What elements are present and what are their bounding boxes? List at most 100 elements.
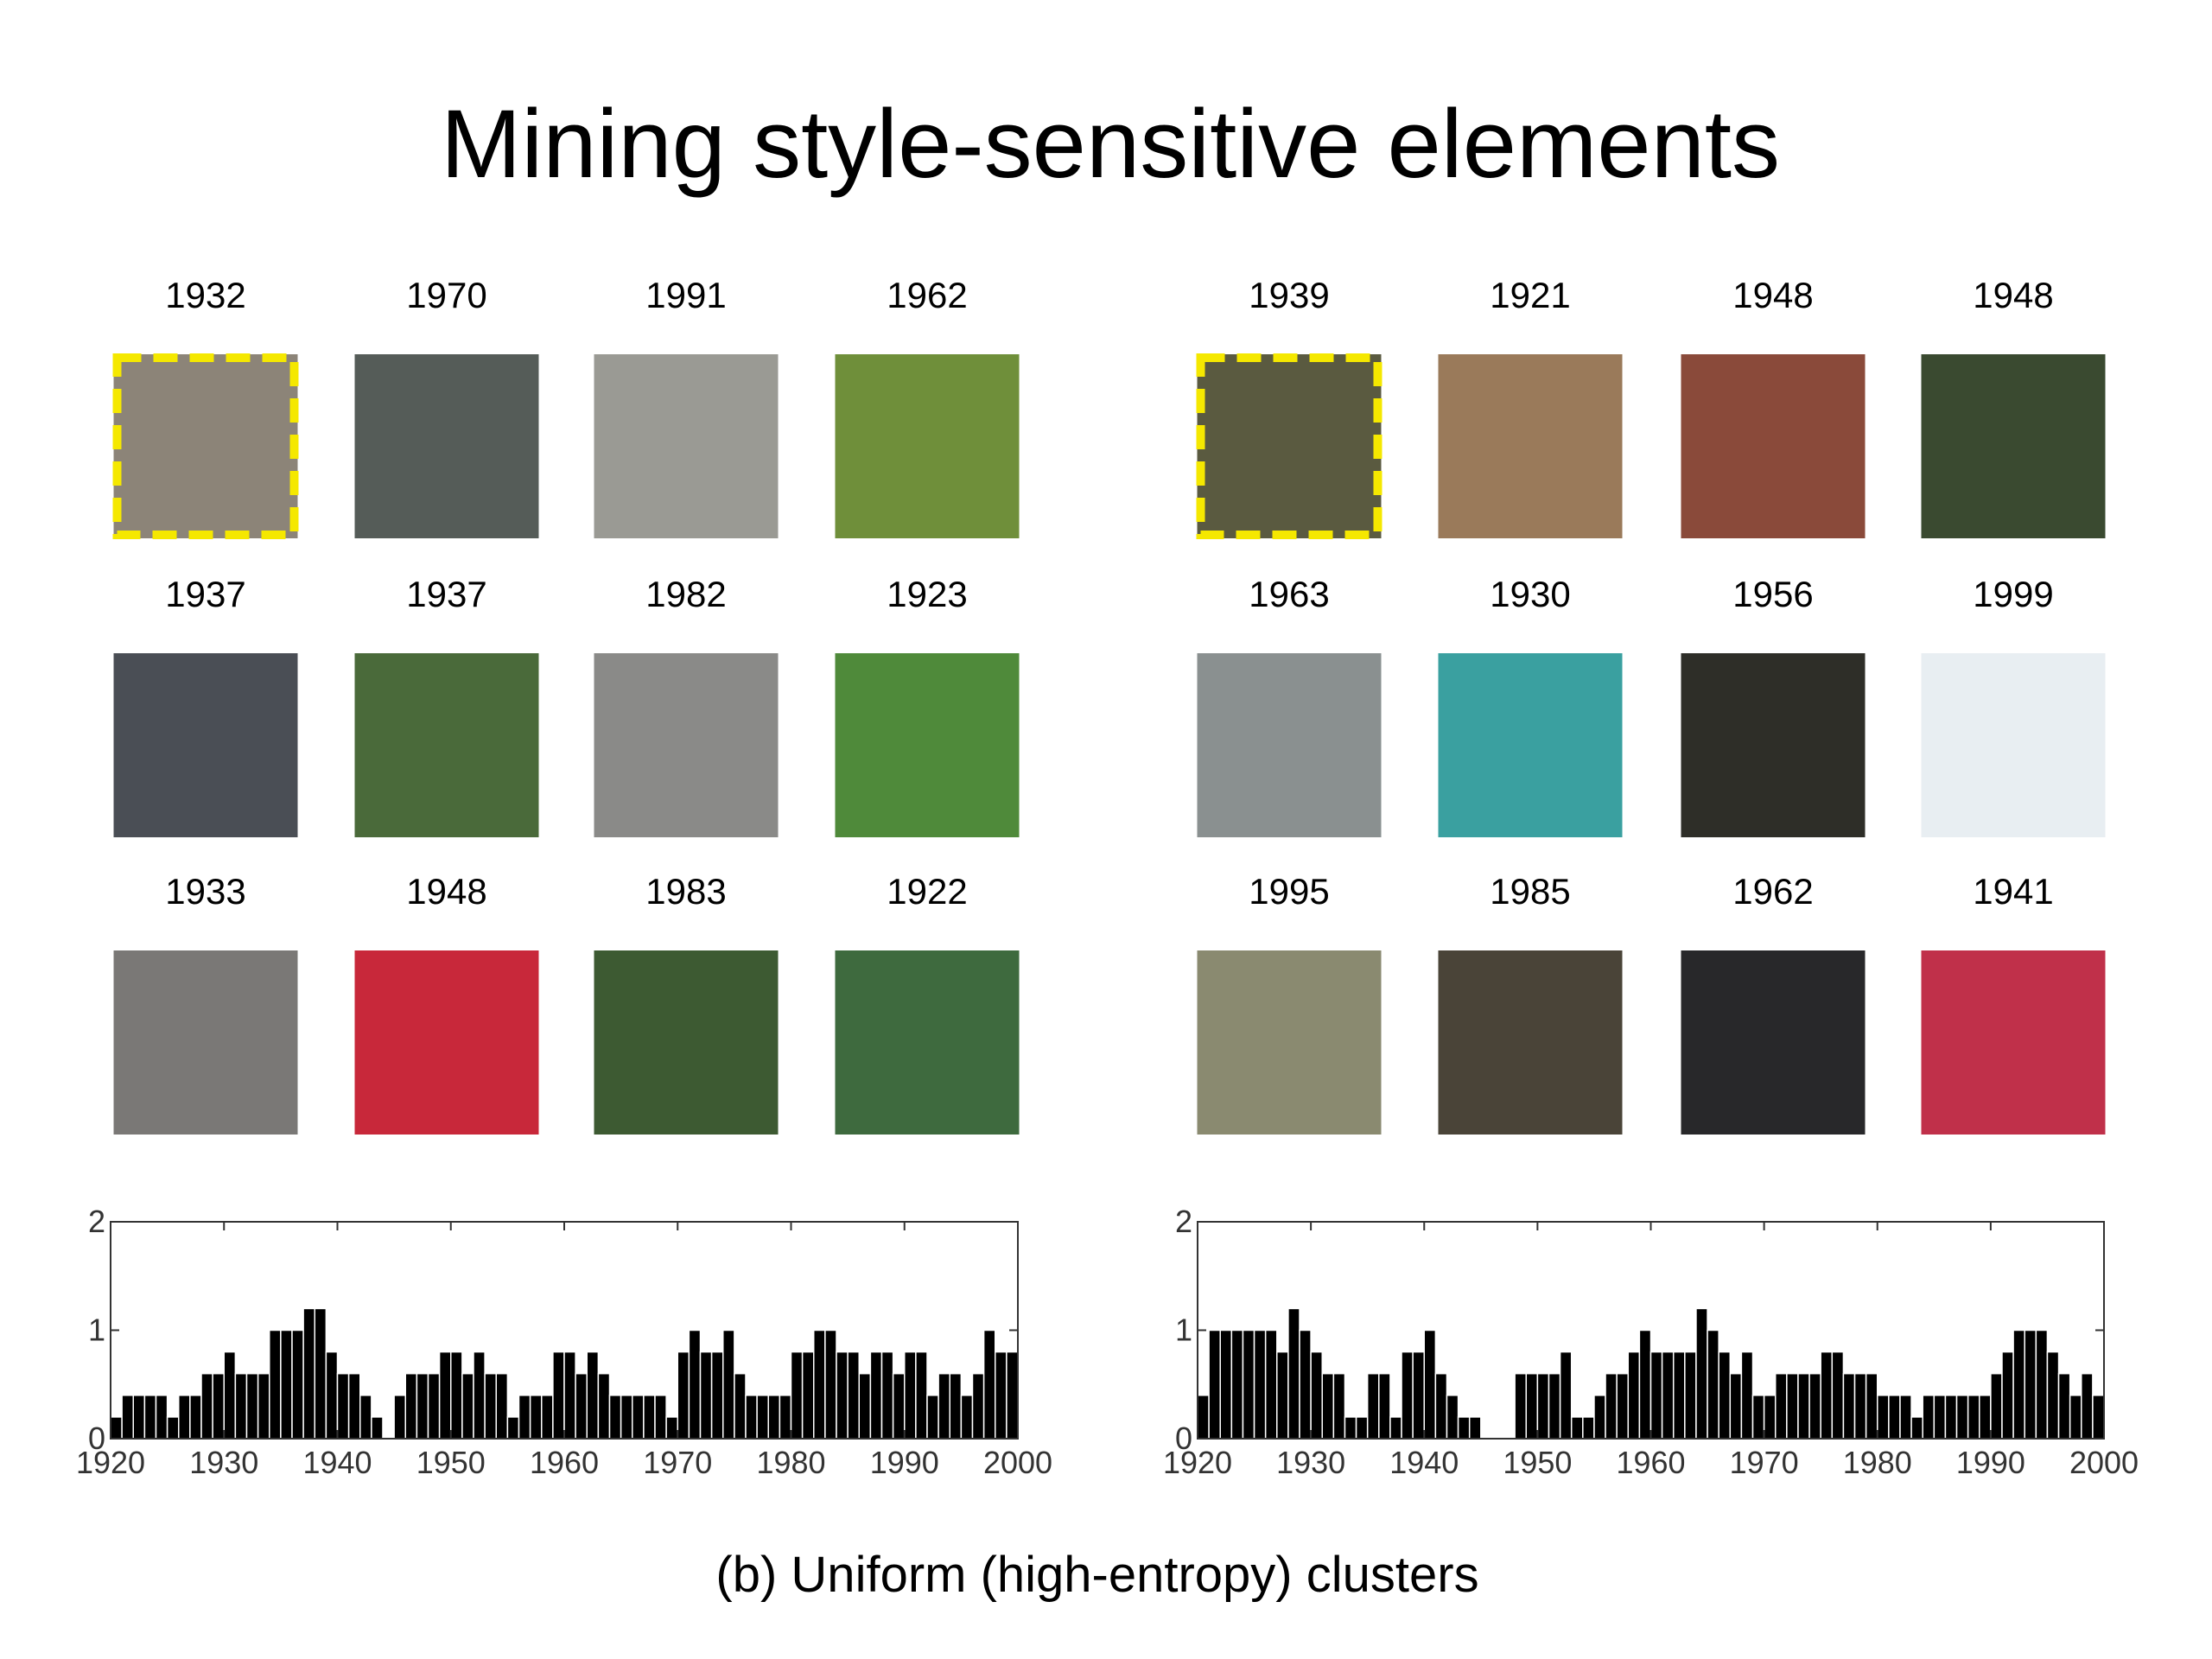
histogram-bar <box>245 1372 259 1440</box>
histogram-bar <box>1899 1395 1912 1440</box>
histogram-bar <box>450 1351 463 1440</box>
histogram-bar <box>1332 1372 1346 1440</box>
histogram-bar <box>1593 1395 1606 1440</box>
histogram-bar <box>586 1351 600 1440</box>
patch-year: 1933 <box>165 871 245 912</box>
histogram-bar <box>801 1351 815 1440</box>
x-tick-label: 1950 <box>416 1445 486 1480</box>
histogram-bar <box>960 1395 974 1440</box>
histogram-bar <box>473 1351 486 1440</box>
x-tick-label: 1920 <box>1163 1445 1232 1480</box>
x-tick-label: 1940 <box>1389 1445 1459 1480</box>
y-tick-label: 2 <box>88 1204 105 1239</box>
image-patch <box>354 653 539 837</box>
histogram-bar <box>1808 1372 1821 1440</box>
x-tick-label: 1970 <box>1730 1445 1799 1480</box>
patch-year: 1995 <box>1249 871 1329 912</box>
caption: (b) Uniform (high-entropy) clusters <box>715 1547 1478 1603</box>
histogram-bar <box>2024 1329 2037 1440</box>
histogram-bar <box>1922 1395 1936 1440</box>
patch-year: 1922 <box>887 871 967 912</box>
patch-year: 1939 <box>1249 275 1329 315</box>
histogram-bar <box>688 1329 702 1440</box>
histogram-bar <box>336 1372 350 1440</box>
histogram-bar <box>518 1395 531 1440</box>
histogram-bar <box>132 1395 146 1440</box>
histogram-bar <box>938 1372 950 1440</box>
histogram-bar <box>404 1372 418 1440</box>
image-patch <box>835 950 1020 1135</box>
histogram-bar <box>110 1416 123 1440</box>
histogram-bar <box>178 1395 191 1440</box>
histogram-bar <box>1208 1329 1221 1440</box>
x-tick-label: 1980 <box>1843 1445 1912 1480</box>
y-tick-label: 0 <box>1175 1421 1192 1456</box>
histogram-bar <box>1287 1307 1300 1440</box>
histogram-bar <box>1649 1351 1663 1440</box>
image-patch <box>354 354 539 538</box>
histogram-bar <box>710 1351 724 1440</box>
histogram-bar <box>869 1351 883 1440</box>
histogram-bar <box>665 1416 678 1440</box>
histogram-bar <box>1865 1372 1878 1440</box>
histogram-bar <box>2035 1329 2049 1440</box>
histogram-bar <box>1979 1395 1992 1440</box>
histogram-bar <box>2069 1395 2082 1440</box>
histogram-bar <box>824 1329 837 1440</box>
histogram-bar <box>1310 1351 1323 1440</box>
histogram-bar <box>1616 1372 1630 1440</box>
histogram-bar <box>1253 1329 1267 1440</box>
histogram-bar <box>1197 1395 1210 1440</box>
image-patch <box>113 354 298 538</box>
y-tick-label: 1 <box>88 1313 105 1348</box>
histogram-bar <box>699 1351 713 1440</box>
histogram-bar <box>1718 1351 1732 1440</box>
x-tick-label: 1960 <box>530 1445 599 1480</box>
histogram-bar <box>1638 1329 1652 1440</box>
histogram-bar <box>971 1372 985 1440</box>
histogram-bar <box>325 1351 339 1440</box>
x-tick-label: 1990 <box>1956 1445 2025 1480</box>
patch-year: 1941 <box>1973 871 2053 912</box>
histogram-bar <box>1378 1372 1391 1440</box>
histogram-bar <box>1740 1351 1754 1440</box>
histogram-bar <box>677 1351 690 1440</box>
histogram-bar <box>1661 1351 1675 1440</box>
histogram-bar <box>541 1395 554 1440</box>
x-tick-label: 1980 <box>756 1445 825 1480</box>
histogram-bar <box>223 1351 237 1440</box>
histogram-bar <box>1933 1395 1947 1440</box>
image-patch <box>835 354 1020 538</box>
histogram-bar <box>880 1351 894 1440</box>
image-patch <box>1681 950 1866 1135</box>
histogram-bar <box>212 1372 225 1440</box>
histogram-bar <box>2092 1395 2105 1440</box>
histogram-bar <box>790 1351 804 1440</box>
patch-year: 1921 <box>1490 275 1570 315</box>
patch-year: 1948 <box>1973 275 2053 315</box>
histogram-bar <box>1751 1395 1765 1440</box>
histogram-bar <box>1242 1329 1255 1440</box>
histogram-bar <box>745 1395 758 1440</box>
histogram-bar <box>1230 1329 1244 1440</box>
patch-year: 1937 <box>165 574 245 614</box>
histogram-bar <box>1344 1416 1357 1440</box>
histogram-bar <box>632 1395 645 1440</box>
histogram-bar <box>620 1395 633 1440</box>
patch-year: 1948 <box>406 871 486 912</box>
histogram-bar <box>461 1372 474 1440</box>
histogram-bar <box>1797 1372 1810 1440</box>
x-tick-label: 1920 <box>76 1445 145 1480</box>
histogram-bar <box>608 1395 622 1440</box>
histogram-bar <box>1321 1372 1335 1440</box>
patch-year: 1999 <box>1973 574 2053 614</box>
histogram-bar <box>189 1395 202 1440</box>
histogram-bar <box>1695 1307 1708 1440</box>
histogram-bar <box>915 1351 928 1440</box>
histogram-bar <box>121 1395 134 1440</box>
histogram-bar <box>1559 1351 1573 1440</box>
histogram-bar <box>1763 1395 1777 1440</box>
histogram-bar <box>302 1307 315 1440</box>
x-tick-label: 2000 <box>2069 1445 2139 1480</box>
